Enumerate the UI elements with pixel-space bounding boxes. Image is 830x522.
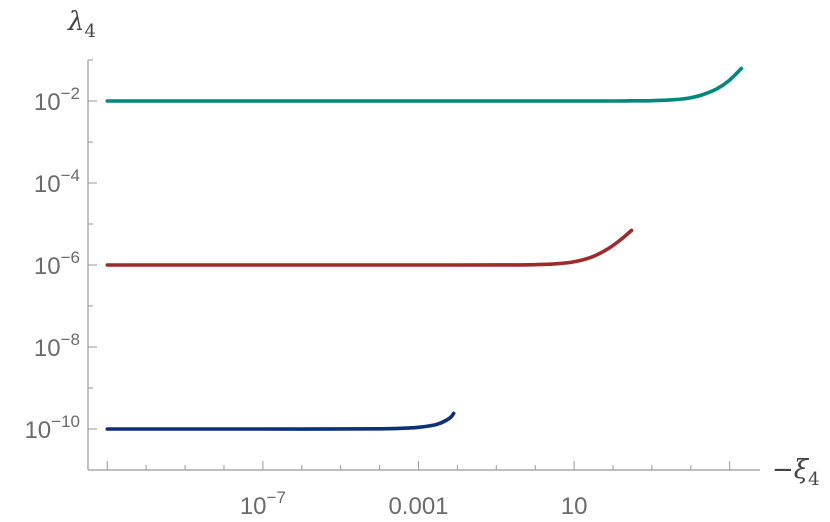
x-axis-label: −ξ4 bbox=[772, 455, 820, 490]
series-group bbox=[105, 66, 744, 431]
x-tick-label: 10−7 bbox=[240, 488, 286, 520]
series-line-3 bbox=[105, 411, 456, 431]
y-axis-label: λ4 bbox=[67, 7, 96, 42]
y-tick-label: 10−6 bbox=[34, 248, 80, 280]
series-line-1 bbox=[105, 66, 744, 103]
y-tick-label: 10−4 bbox=[34, 166, 80, 198]
y-tick-label: 10−8 bbox=[34, 330, 80, 362]
y-tick-label: 10−2 bbox=[34, 84, 80, 116]
series-line-2 bbox=[105, 228, 634, 267]
axes: 10−2 10−4 10−6 10−8 10−10 10−7 0.001 10 bbox=[24, 59, 760, 520]
y-tick-label: 10−10 bbox=[24, 412, 80, 444]
x-tick-label: 0.001 bbox=[388, 493, 448, 520]
tick-labels: 10−2 10−4 10−6 10−8 10−10 10−7 0.001 10 bbox=[24, 84, 587, 520]
x-tick-label: 10 bbox=[561, 493, 588, 520]
tick-marks bbox=[88, 59, 731, 471]
